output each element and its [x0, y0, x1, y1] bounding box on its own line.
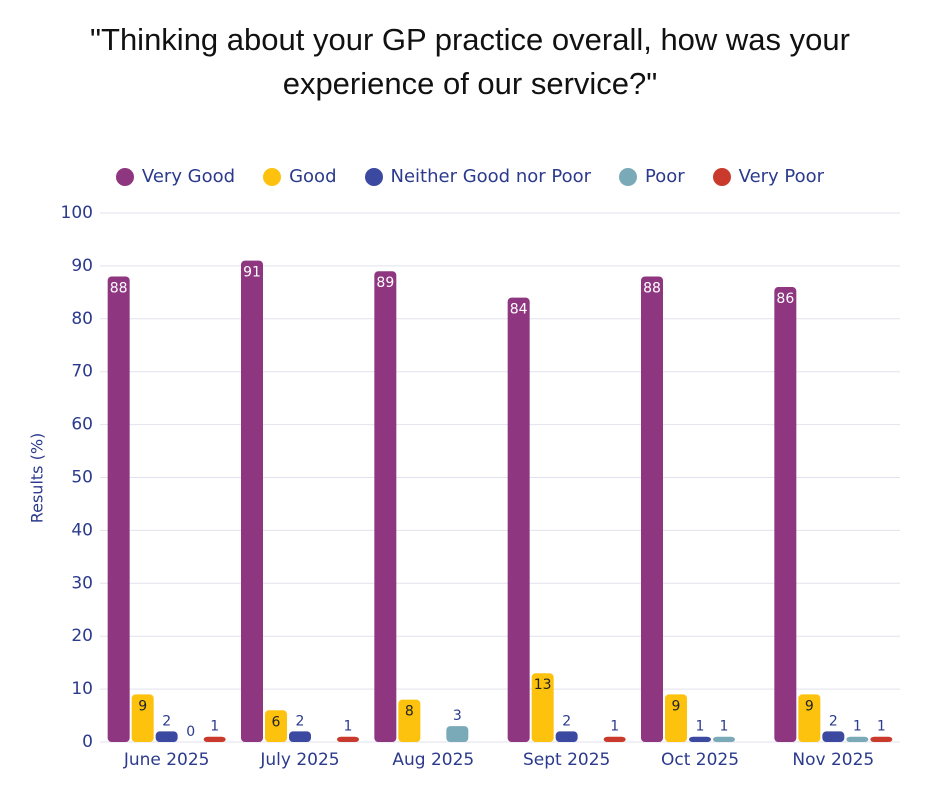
y-tick-label: 20	[71, 626, 93, 646]
x-tick-label: Aug 2025	[392, 750, 474, 770]
data-label: 3	[453, 708, 462, 724]
bar	[713, 736, 735, 742]
bar	[822, 731, 845, 742]
legend-label: Good	[289, 166, 337, 187]
data-label: 8	[405, 704, 414, 720]
bar	[374, 271, 397, 742]
x-tick-label: Nov 2025	[792, 750, 874, 770]
bar	[555, 731, 578, 742]
legend: Very Good Good Neither Good nor Poor Poor Ve…	[0, 166, 940, 187]
bar	[798, 694, 821, 742]
bar	[337, 736, 359, 742]
legend-item: Neither Good nor Poor	[364, 166, 592, 187]
bar	[846, 736, 869, 742]
legend-label: Neither Good nor Poor	[390, 166, 592, 187]
y-tick-label: 90	[71, 256, 93, 276]
y-tick-label: 30	[71, 573, 93, 593]
data-label: 0	[186, 724, 195, 740]
bar	[131, 694, 154, 742]
y-tick-label: 70	[71, 362, 93, 382]
data-label: 2	[829, 713, 838, 729]
legend-label: Very Poor	[738, 166, 825, 187]
bar	[665, 694, 687, 742]
legend-swatch	[364, 167, 383, 186]
bar	[507, 297, 530, 742]
bar	[689, 736, 711, 742]
legend-item: Very Good	[115, 166, 236, 187]
y-axis-label: Results (%)	[28, 433, 47, 524]
bar	[155, 731, 178, 742]
bar	[446, 726, 469, 742]
legend-swatch	[263, 167, 282, 186]
y-tick-label: 60	[71, 415, 93, 435]
data-label: 86	[776, 291, 794, 307]
data-label: 1	[610, 719, 619, 735]
legend-label: Very Good	[141, 166, 236, 187]
bar	[203, 736, 226, 742]
data-label: 1	[696, 719, 705, 735]
bar	[265, 710, 287, 742]
data-label: 1	[720, 719, 729, 735]
x-tick-label: Sept 2025	[523, 750, 610, 770]
data-label: 91	[243, 265, 261, 281]
legend-swatch	[712, 167, 731, 186]
x-tick-label: Oct 2025	[661, 750, 739, 770]
y-tick-label: 80	[71, 309, 93, 329]
data-label: 1	[210, 719, 219, 735]
y-tick-label: 10	[71, 679, 93, 699]
data-label: 84	[510, 302, 528, 318]
data-label: 2	[162, 713, 171, 729]
data-label: 1	[853, 719, 862, 735]
y-tick-label: 0	[82, 732, 93, 752]
legend-label: Poor	[645, 166, 685, 187]
bar	[241, 260, 263, 742]
bar	[603, 736, 626, 742]
y-tick-label: 100	[61, 203, 93, 223]
bar	[774, 287, 797, 742]
data-label: 9	[672, 698, 681, 714]
legend-item: Good	[263, 166, 337, 187]
bar	[398, 699, 421, 742]
data-label: 89	[376, 275, 394, 291]
data-label: 9	[805, 698, 814, 714]
legend-item: Poor	[619, 166, 685, 187]
data-label: 6	[272, 714, 281, 730]
data-label: 13	[534, 677, 552, 693]
data-label: 88	[643, 280, 661, 296]
legend-swatch	[115, 167, 134, 186]
x-tick-label: July 2025	[259, 750, 339, 770]
legend-swatch	[619, 167, 638, 186]
bar	[107, 276, 130, 742]
data-label: 2	[296, 713, 305, 729]
bar	[870, 736, 893, 742]
y-tick-label: 40	[71, 520, 93, 540]
data-label: 1	[877, 719, 886, 735]
bar	[289, 731, 311, 742]
data-label: 2	[562, 713, 571, 729]
data-label: 88	[110, 280, 128, 296]
x-tick-label: June 2025	[123, 750, 210, 770]
y-tick-label: 50	[71, 468, 93, 488]
data-label: 1	[344, 719, 353, 735]
legend-item: Very Poor	[712, 166, 825, 187]
chart-title: "Thinking about your GP practice overall…	[90, 22, 850, 101]
bar	[531, 673, 554, 742]
data-label: 9	[138, 698, 147, 714]
bar	[641, 276, 663, 742]
